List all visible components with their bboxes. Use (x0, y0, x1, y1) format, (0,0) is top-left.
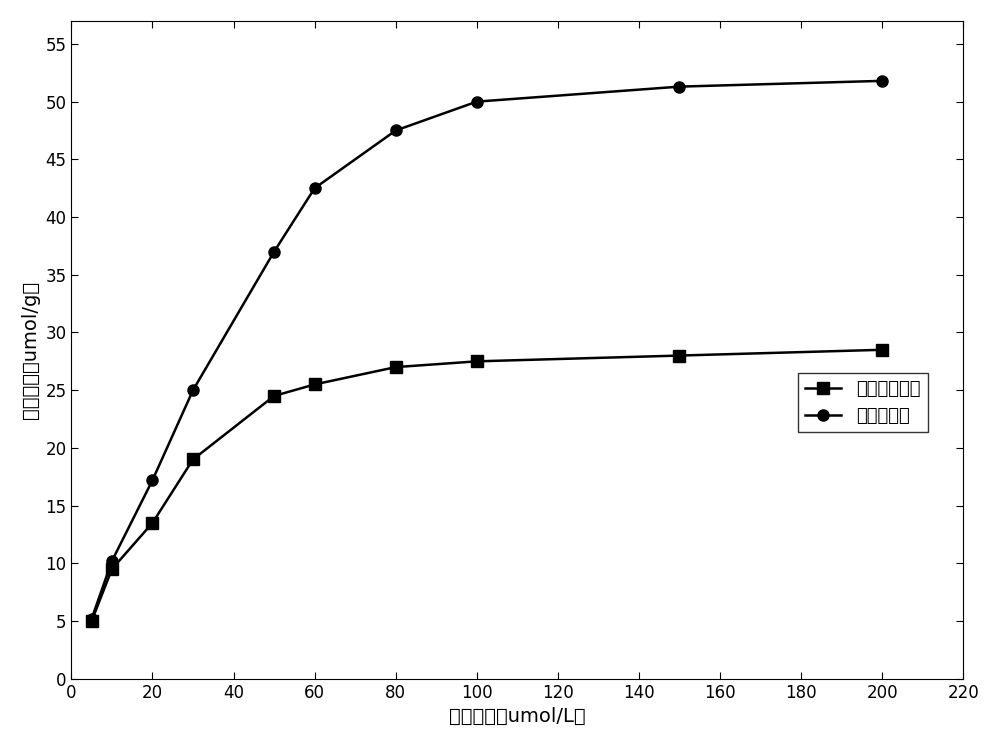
非印迹吸附剂 (309, 380, 321, 389)
印迹吸附剂 (390, 126, 402, 135)
印迹吸附剂 (673, 82, 685, 91)
非印迹吸附剂 (268, 391, 280, 400)
印迹吸附剂 (471, 97, 483, 106)
Legend: 非印迹吸附剂, 印迹吸附剂: 非印迹吸附剂, 印迹吸附剂 (798, 373, 928, 433)
Line: 印迹吸附剂: 印迹吸附剂 (86, 75, 888, 624)
Line: 非印迹吸附剂: 非印迹吸附剂 (86, 344, 888, 627)
非印迹吸附剂 (146, 518, 158, 527)
非印迹吸附剂 (86, 616, 98, 625)
X-axis label: 初始浓度（umol/L）: 初始浓度（umol/L） (449, 707, 586, 726)
印迹吸附剂 (876, 76, 888, 85)
印迹吸附剂 (86, 614, 98, 623)
印迹吸附剂 (268, 247, 280, 256)
非印迹吸附剂 (390, 362, 402, 371)
印迹吸附剂 (309, 184, 321, 193)
非印迹吸附剂 (673, 351, 685, 360)
印迹吸附剂 (187, 385, 199, 394)
印迹吸附剂 (106, 557, 118, 565)
印迹吸附剂 (146, 476, 158, 485)
非印迹吸附剂 (876, 345, 888, 354)
非印迹吸附剂 (106, 565, 118, 574)
非印迹吸附剂 (187, 455, 199, 464)
非印迹吸附剂 (471, 357, 483, 366)
Y-axis label: 吸附容量（umol/g）: 吸附容量（umol/g） (21, 281, 40, 419)
